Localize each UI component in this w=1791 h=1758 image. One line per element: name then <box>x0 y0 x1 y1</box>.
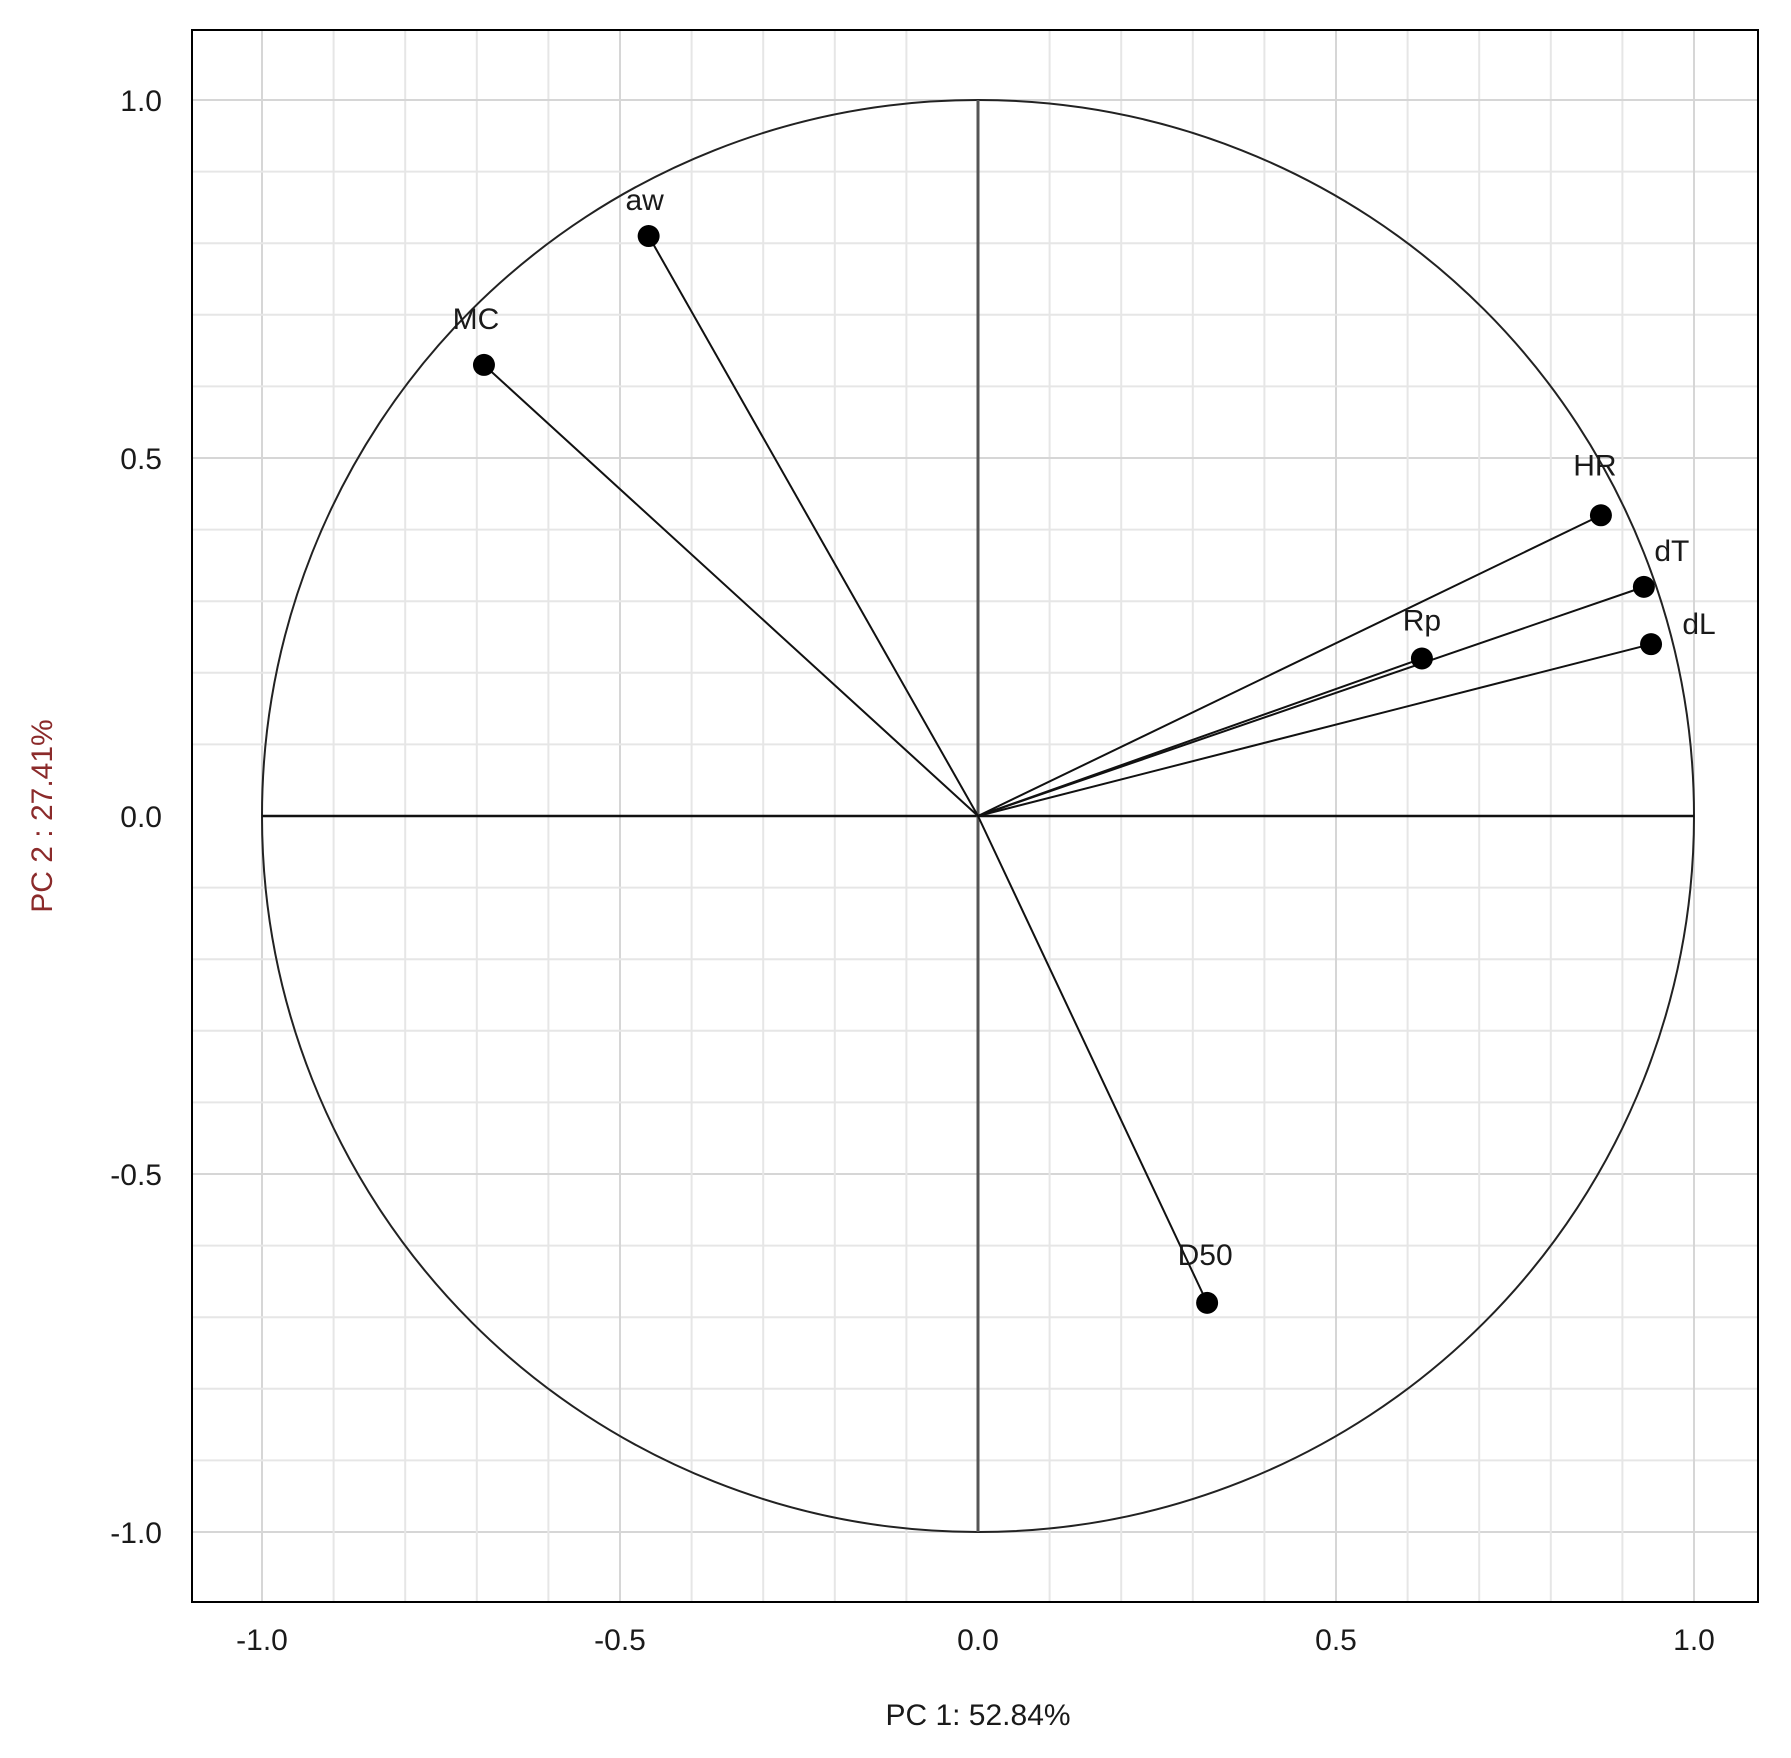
point-label: dT <box>1654 535 1689 568</box>
point-aw <box>637 225 660 248</box>
plot-frame <box>191 29 1759 1603</box>
point-labels: aw MC HR dT dL Rp D50 <box>453 184 1716 1272</box>
y-tick-label: 1.0 <box>120 85 162 118</box>
x-tick-label: -0.5 <box>594 1624 646 1657</box>
y-tick-label: -0.5 <box>110 1159 162 1192</box>
y-tick-label: -1.0 <box>110 1517 162 1550</box>
point-Rp <box>1410 647 1433 670</box>
y-tick-labels: 1.0 0.5 0.0 -0.5 -1.0 <box>110 85 162 1550</box>
y-tick-label: 0.5 <box>120 443 162 476</box>
point-dT <box>1632 575 1655 598</box>
point-label: D50 <box>1178 1239 1233 1272</box>
x-axis-title: PC 1: 52.84% <box>885 1699 1070 1732</box>
loading-vectors <box>483 235 1652 1304</box>
x-tick-label: 1.0 <box>1673 1624 1715 1657</box>
point-label: aw <box>625 184 664 217</box>
vector-MC <box>483 364 979 817</box>
point-label: HR <box>1573 449 1616 482</box>
loading-points <box>472 225 1663 1314</box>
point-MC <box>472 353 495 376</box>
point-label: Rp <box>1403 604 1441 637</box>
vector-Rp <box>977 657 1423 817</box>
x-tick-label: 0.5 <box>1315 1624 1357 1657</box>
point-label: dL <box>1682 608 1715 641</box>
vector-dT <box>977 585 1645 817</box>
vector-dL <box>977 643 1652 817</box>
y-tick-label: 0.0 <box>120 801 162 834</box>
vector-D50 <box>977 815 1209 1304</box>
y-axis-title: PC 2 : 27.41% <box>26 719 59 912</box>
point-dL <box>1640 633 1663 656</box>
point-HR <box>1589 504 1612 527</box>
x-tick-label: 0.0 <box>957 1624 999 1657</box>
point-label: MC <box>453 303 500 336</box>
point-D50 <box>1196 1291 1219 1314</box>
vector-aw <box>647 235 979 817</box>
x-tick-label: -1.0 <box>236 1624 288 1657</box>
x-tick-labels: -1.0 -0.5 0.0 0.5 1.0 <box>236 1624 1715 1657</box>
vector-HR <box>977 514 1602 817</box>
